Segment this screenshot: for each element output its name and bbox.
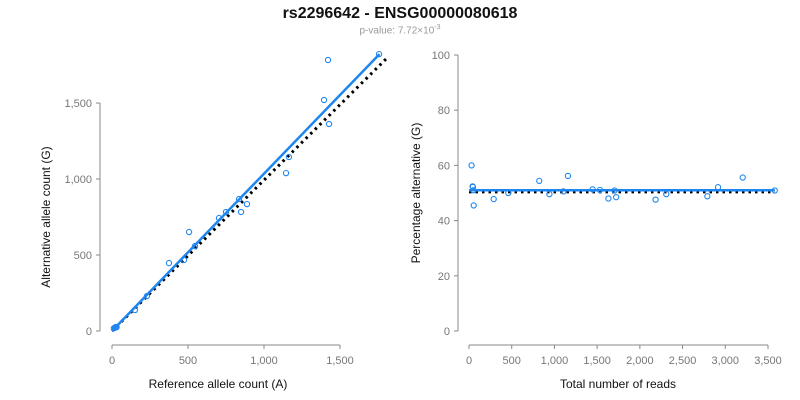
y-tick-label: 500 — [74, 250, 92, 262]
data-point — [324, 56, 332, 64]
x-tick-label: 500 — [179, 355, 197, 367]
data-point — [469, 183, 477, 191]
data-point — [663, 190, 670, 198]
p-value-exponent: -3 — [434, 24, 441, 31]
data-point — [243, 200, 251, 208]
data-point — [222, 208, 230, 216]
data-point — [505, 189, 512, 197]
data-point — [490, 195, 497, 203]
data-point — [739, 174, 746, 181]
p-value-subtitle: p-value: 7.72×10-3 — [0, 24, 800, 36]
data-point — [235, 195, 243, 203]
data-point — [536, 177, 543, 185]
x-tick-label: 2,000 — [626, 355, 654, 367]
data-point — [282, 169, 290, 177]
data-point — [375, 50, 383, 58]
x-axis-label: Total number of reads — [560, 377, 676, 391]
data-point — [589, 186, 596, 193]
data-point — [325, 120, 333, 128]
data-point — [564, 172, 572, 180]
figure-title: rs2296642 - ENSG00000080618 — [282, 5, 518, 22]
data-point — [546, 190, 553, 198]
data-point — [714, 184, 722, 191]
data-point — [771, 187, 778, 194]
data-point — [596, 186, 604, 194]
data-point — [237, 208, 245, 216]
data-point — [611, 187, 618, 194]
y-tick-label: 100 — [432, 50, 450, 62]
x-tick-label: 500 — [503, 355, 521, 367]
data-point — [605, 195, 612, 202]
y-tick-label: 0 — [444, 326, 450, 338]
y-tick-label: 0 — [86, 326, 92, 338]
data-point — [143, 292, 151, 300]
x-tick-label: 1,000 — [541, 355, 569, 367]
data-point — [320, 96, 328, 104]
data-point — [470, 187, 477, 194]
y-axis-label: Alternative allele count (G) — [39, 146, 53, 287]
x-axis-label: Reference allele count (A) — [149, 377, 288, 391]
y-tick-label: 80 — [438, 105, 450, 117]
x-tick-label: 2,500 — [669, 355, 697, 367]
data-point — [652, 196, 659, 203]
x-tick-label: 3,000 — [712, 355, 740, 367]
data-point — [468, 162, 475, 169]
fitted-line — [111, 53, 381, 332]
data-point — [131, 306, 139, 314]
x-tick-label: 1,500 — [326, 355, 354, 367]
data-point — [285, 153, 293, 161]
data-point — [470, 202, 477, 209]
data-point — [165, 259, 173, 267]
data-point — [185, 228, 193, 236]
x-tick-label: 0 — [466, 355, 472, 367]
data-point — [191, 242, 199, 250]
p-value-text: p-value: 7.72×10 — [359, 25, 435, 37]
data-point — [215, 214, 223, 222]
x-tick-label: 1,000 — [250, 355, 278, 367]
y-tick-label: 20 — [438, 271, 450, 283]
x-tick-label: 0 — [109, 355, 115, 367]
data-point — [613, 193, 620, 201]
x-tick-label: 1,500 — [583, 355, 611, 367]
y-tick-label: 1,500 — [64, 98, 92, 110]
data-point — [180, 256, 188, 264]
data-point — [560, 188, 567, 195]
data-point — [113, 324, 120, 331]
y-tick-label: 40 — [438, 216, 450, 228]
x-tick-label: 3,500 — [754, 355, 782, 367]
y-tick-label: 1,000 — [64, 174, 92, 186]
data-point — [704, 193, 711, 200]
y-tick-label: 60 — [438, 160, 450, 172]
y-axis-label: Percentage alternative (G) — [409, 123, 423, 264]
